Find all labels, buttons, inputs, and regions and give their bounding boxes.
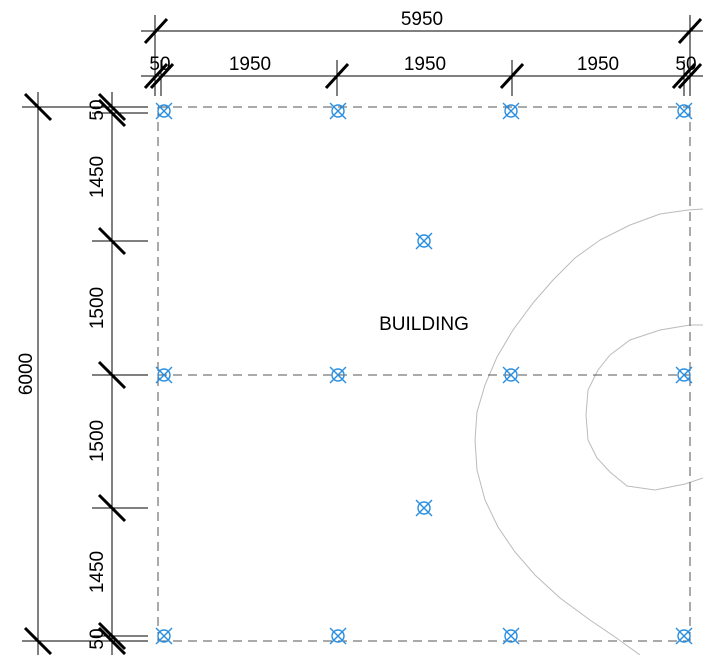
structural-grid: [157, 106, 691, 642]
tick-mark: [23, 626, 53, 655]
pile-marker-icon: [329, 366, 347, 384]
tick-mark: [97, 98, 127, 128]
outer-contour: [474, 208, 703, 655]
tick-mark: [677, 62, 703, 90]
pile-marker-icon: [415, 232, 433, 250]
horizontal-dimensions: 5950 50 1950 1950 1950 50: [141, 9, 703, 96]
pile-marker-icon: [415, 499, 433, 517]
building-label: BUILDING: [379, 314, 469, 335]
segment-width-label: 1950: [229, 54, 271, 75]
segment-width-label: 1950: [404, 54, 446, 75]
tick-mark: [97, 226, 127, 256]
tick-mark: [324, 62, 350, 90]
terrain-contours: [474, 208, 703, 655]
tick-mark: [677, 17, 703, 45]
tick-mark: [97, 92, 127, 122]
overall-height-label: 6000: [16, 353, 37, 395]
tick-mark: [499, 62, 525, 90]
tick-mark: [97, 626, 127, 655]
pile-marker-icon: [329, 102, 347, 120]
tick-mark: [149, 62, 175, 90]
pile-marker-icon: [502, 366, 520, 384]
overall-width-label: 5950: [401, 9, 443, 30]
pile-marker-icon: [675, 627, 693, 645]
segment-width-label: 50: [675, 54, 696, 75]
pile-marker-icon: [329, 627, 347, 645]
pile-marker-icon: [675, 366, 693, 384]
pile-marker-icon: [155, 627, 173, 645]
vertical-dimensions: 6000 50 1450 1500 1500 1450 50: [16, 92, 148, 655]
segment-height-label: 1500: [87, 287, 108, 329]
pile-marker-icon: [502, 627, 520, 645]
segment-height-label: 50: [87, 99, 108, 120]
inner-contour: [585, 324, 703, 491]
tick-mark: [143, 62, 169, 90]
tick-mark: [23, 92, 53, 122]
segment-height-label: 1500: [87, 420, 108, 462]
segment-height-label: 1450: [87, 156, 108, 198]
tick-mark: [97, 493, 127, 523]
tick-mark: [671, 62, 697, 90]
pile-marker-icon: [155, 366, 173, 384]
pile-marker-icon: [502, 102, 520, 120]
tick-mark: [97, 360, 127, 390]
tick-mark: [143, 17, 169, 45]
segment-width-label: 50: [149, 54, 170, 75]
segment-height-label: 1450: [87, 551, 108, 593]
pile-marker-icon: [155, 102, 173, 120]
segment-height-label: 50: [87, 628, 108, 649]
pile-marker-icon: [675, 102, 693, 120]
tick-mark: [97, 621, 127, 651]
pile-markers: [155, 102, 693, 645]
segment-width-label: 1950: [577, 54, 619, 75]
